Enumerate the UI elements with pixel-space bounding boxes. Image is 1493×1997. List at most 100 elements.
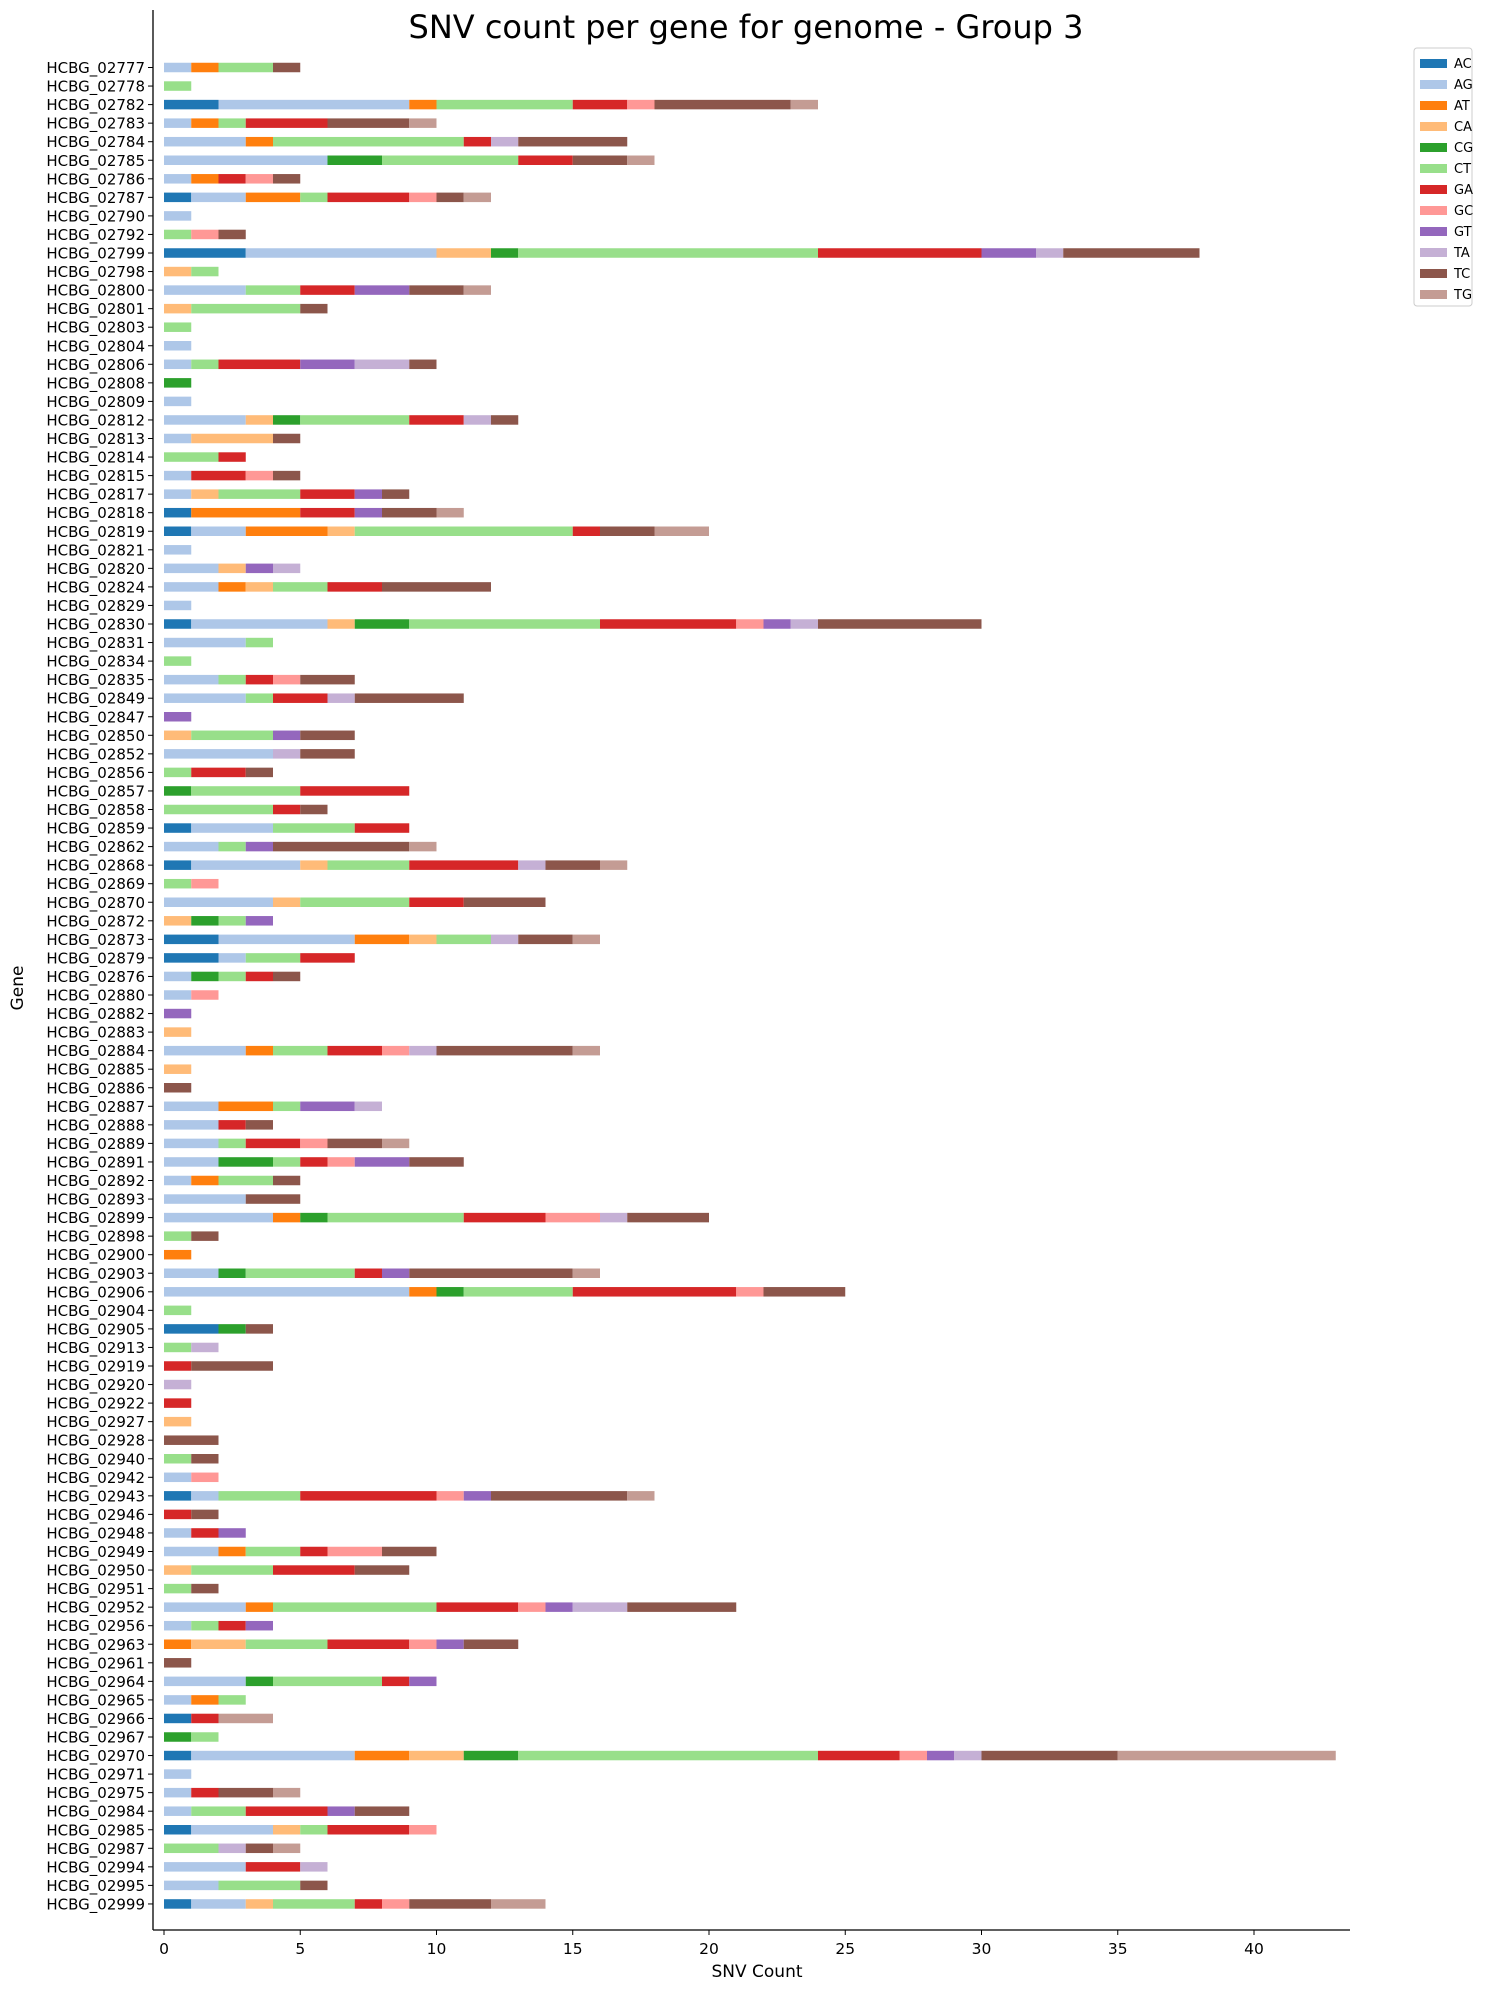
bar-segment-cg [191,916,219,926]
legend-swatch-tg [1420,290,1447,299]
bar-segment-cg [245,1676,273,1687]
bar-segment-ga [327,1639,410,1649]
bar-segment-ca [164,1416,192,1427]
gene-label: HCBG_02880 [46,987,145,1006]
bar-segment-ct [436,934,491,945]
bar-segment-cg [300,1212,328,1223]
legend-swatch-ca [1420,122,1447,131]
gene-label: HCBG_02905 [46,1320,145,1339]
bar-segment-gt [927,1750,955,1761]
bar-segment-tc [191,1583,219,1594]
gene-label: HCBG_02985 [46,1821,145,1840]
gene-label: HCBG_02876 [46,968,145,987]
bar-segment-ct [245,637,273,648]
bar-segment-ga [164,1509,192,1520]
gene-label: HCBG_02798 [46,263,145,282]
gene-label: HCBG_02891 [46,1153,145,1172]
gene-label: HCBG_02858 [46,801,145,820]
gene-label: HCBG_02834 [46,653,145,672]
bar-segment-ag [164,1769,192,1779]
bar-segment-ct [245,1268,355,1278]
bar-segment-ag [164,433,192,444]
bar-segment-ag [164,1695,192,1705]
bar-segment-tc [382,582,491,592]
bar-segment-ca [218,563,246,574]
bar-segment-gc [191,878,219,889]
gene-label: HCBG_02961 [46,1654,145,1673]
bar-segment-ga [300,1491,437,1501]
bar-segment-tc [273,174,301,184]
bar-segment-ct [300,192,328,203]
bar-segment-tc [654,99,791,110]
bar-segment-ac [164,934,219,945]
gene-label: HCBG_02970 [46,1747,145,1766]
bar-segment-ag [218,99,410,110]
bar-segment-gt [409,1676,437,1687]
bar-segment-at [164,1639,192,1649]
bar-segment-ag [164,1101,219,1112]
bar-segment-cg [354,619,410,629]
bar-segment-ca [191,1639,246,1649]
gene-label: HCBG_02872 [46,912,145,931]
gene-label: HCBG_02778 [46,78,145,97]
gene-label: HCBG_02857 [46,782,145,801]
gene-label: HCBG_02975 [46,1784,145,1803]
bar-segment-ga [218,1620,246,1631]
bar-segment-ct [164,229,192,240]
bar-segment-tc [354,693,464,703]
bar-segment-ta [300,1862,328,1872]
bar-segment-ag [191,192,246,203]
gene-label: HCBG_02879 [46,949,145,968]
gene-label: HCBG_02889 [46,1135,145,1154]
bar-segment-ag [164,136,246,147]
bar-segment-ct [245,285,301,295]
bar-segment-gc [627,99,655,110]
bar-segment-ag [164,1880,219,1891]
x-tick-label: 10 [427,1940,447,1958]
bar-segment-tg [654,526,709,536]
bar-segment-gt [164,712,192,722]
bar-segment-tc [245,1194,301,1204]
gene-label: HCBG_02862 [46,838,145,857]
bar-segment-at [218,1101,273,1112]
bar-segment-ct [327,1212,464,1223]
bar-segment-ca [164,1064,192,1074]
bar-segment-tg [463,192,491,203]
bar-segment-tg [436,507,464,518]
bar-segment-ag [164,1157,219,1167]
bar-segment-tg [273,1843,301,1854]
bar-segment-gt [245,563,273,574]
bar-segment-ta [491,136,519,147]
bar-segment-tc [273,841,410,852]
bar-segment-gt [327,1806,355,1816]
bar-segment-ac [164,953,219,963]
bar-segment-tc [354,1806,410,1816]
gene-label: HCBG_02847 [46,708,145,727]
bar-segment-ag [164,1546,219,1557]
bar-segment-ct [164,81,192,91]
bar-segment-ga [245,1138,301,1149]
bar-segment-ca [409,1750,464,1761]
bar-segment-ct [300,1825,328,1835]
gene-label: HCBG_02850 [46,727,145,746]
bar-segment-ct [164,878,192,889]
bar-segment-ta [218,1843,246,1854]
bar-segment-ag [164,1194,246,1204]
gene-label: HCBG_02984 [46,1803,145,1822]
x-tick-label: 15 [563,1940,583,1958]
bar-segment-ga [300,1157,328,1167]
gene-label: HCBG_02884 [46,1042,145,1061]
bar-segment-tc [245,1324,273,1334]
bar-segment-tg [409,118,437,128]
bar-segment-gt [354,507,382,518]
bar-segment-ct [463,1287,573,1297]
bar-segment-ga [327,192,410,203]
bar-segment-ga [354,823,410,833]
bar-segment-tc [409,359,437,370]
bar-segment-ag [164,285,246,295]
bar-segment-cg [273,415,301,425]
gene-label: HCBG_02852 [46,745,145,764]
bar-segment-ga [245,971,273,982]
legend-label-gt: GT [1454,225,1472,240]
bar-segment-ga [327,582,382,592]
